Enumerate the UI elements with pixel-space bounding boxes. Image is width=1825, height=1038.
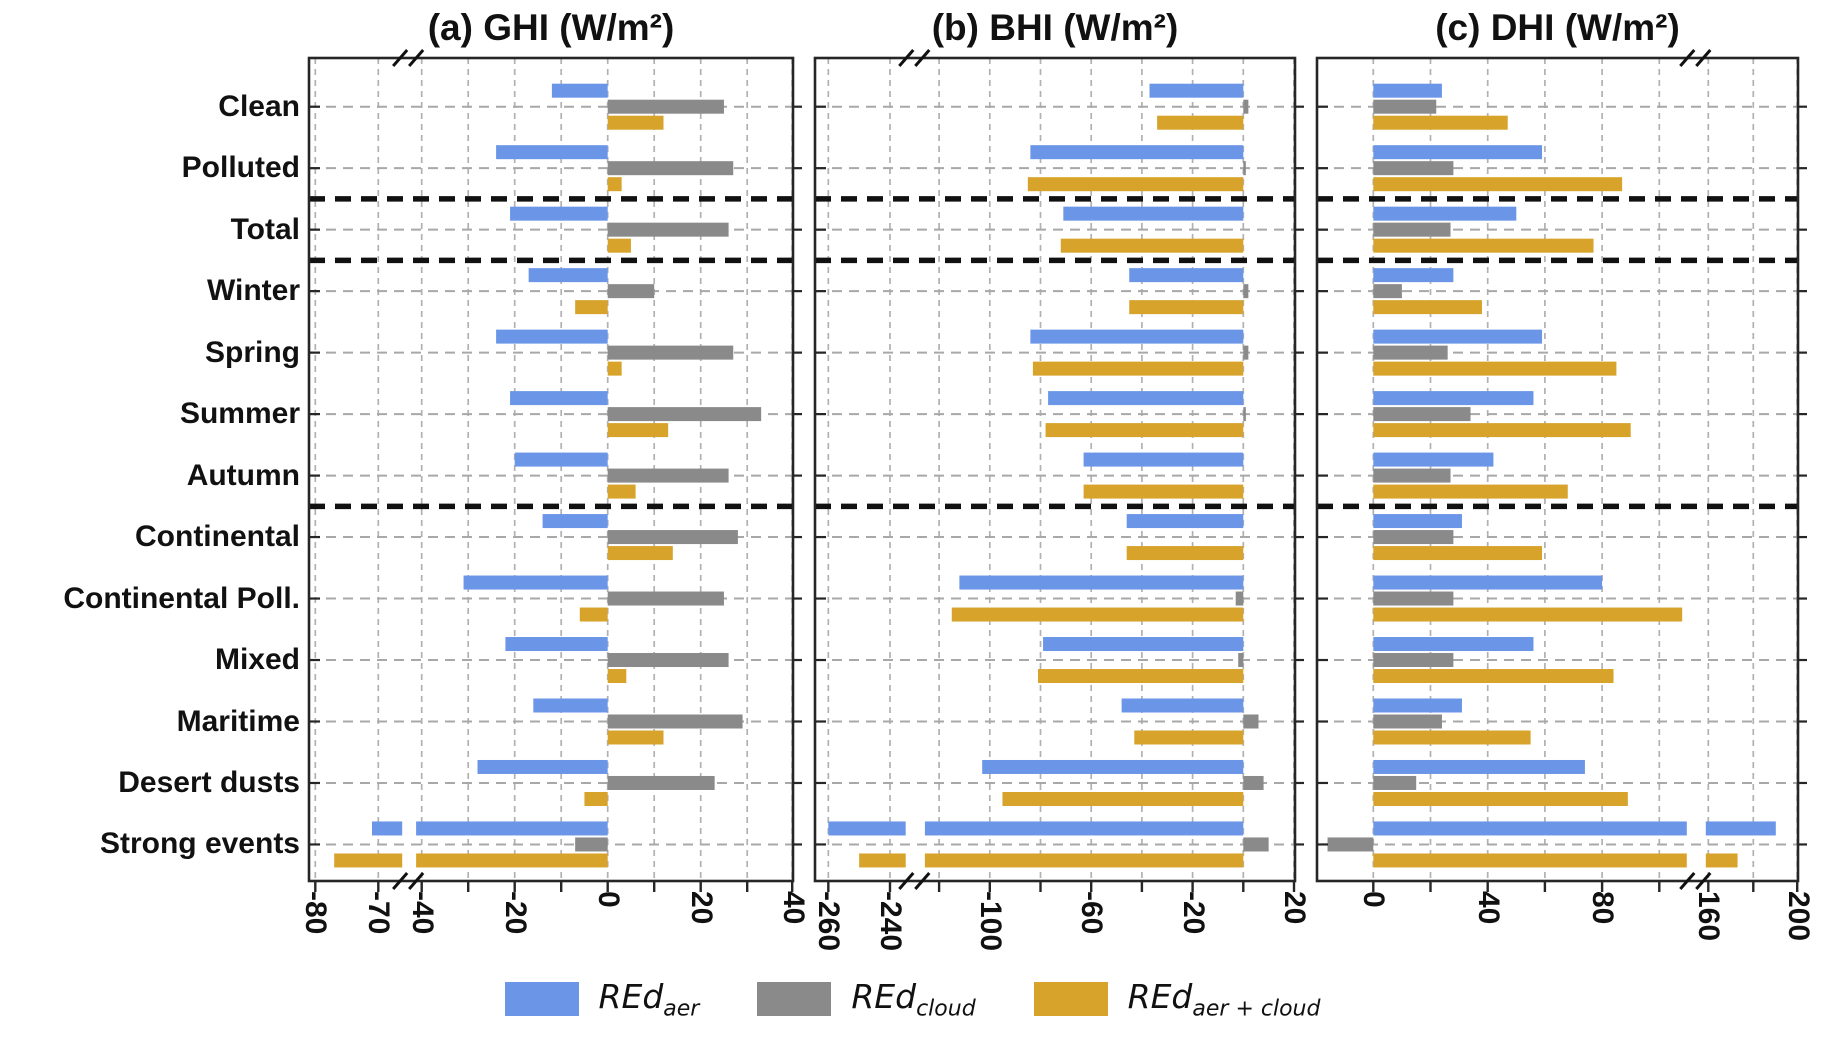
x-tick-label-a--80: -80	[299, 891, 333, 935]
x-tick-label-c-80: 80	[1586, 891, 1620, 925]
bars	[828, 83, 1269, 868]
panel-c-title: (c) DHI (W/m²)	[1435, 7, 1680, 48]
x-tick-label-b-20: 20	[1278, 891, 1311, 925]
series-REd-cloud-bars	[1235, 99, 1269, 852]
x-tick-label-c-160: 160	[1692, 891, 1726, 942]
axis-break-marks	[898, 872, 931, 890]
panel-b-plot	[813, 49, 1304, 892]
x-tick-label-b--240: -240	[873, 891, 907, 952]
category-label-mixed: Mixed	[214, 643, 300, 677]
category-label-continental-poll-: Continental Poll.	[63, 581, 300, 615]
x-tick-label-b--20: -20	[1176, 891, 1210, 935]
gridlines	[1317, 58, 1799, 881]
panel-c-plot	[1315, 49, 1807, 892]
x-tick-label-a--20: -20	[498, 891, 532, 935]
panel-a-title: (a) GHI (W/m²)	[427, 7, 675, 48]
legend-label-red_cloud: REdcloud	[851, 976, 976, 1022]
x-tick-label-c-0: 0	[1357, 891, 1391, 908]
x-tick-label-c-40: 40	[1471, 891, 1505, 925]
series-REd-aer-cloud-bars	[859, 115, 1244, 868]
series-REd-aer-bars	[828, 83, 1244, 836]
category-label-total: Total	[230, 212, 300, 246]
legend: REdaer REdcloud REdaer + cloud	[0, 968, 1825, 1030]
category-label-summer: Summer	[179, 397, 300, 431]
bars	[334, 83, 762, 868]
category-label-continental: Continental	[135, 520, 300, 554]
x-tick-label-a--70: -70	[362, 891, 396, 935]
category-label-maritime: Maritime	[176, 704, 300, 738]
x-tick-label-c-200: 200	[1782, 891, 1815, 942]
axis-break-marks	[392, 49, 425, 67]
bars	[1327, 83, 1776, 868]
category-label-autumn: Autumn	[186, 458, 300, 492]
legend-item-red_aer_cloud: REdaer + cloud	[1033, 976, 1321, 1022]
x-tick-label-a-20: 20	[684, 891, 718, 925]
x-tick-label-a-40: 40	[777, 891, 810, 925]
panel-b-title: (b) BHI (W/m²)	[931, 7, 1179, 48]
x-tick-label-b--60: -60	[1075, 891, 1109, 935]
series-REd-cloud-bars	[1327, 99, 1471, 852]
series-REd-aer-cloud-bars	[1373, 115, 1738, 868]
axes	[1315, 49, 1807, 892]
series-REd-aer-bars	[372, 83, 608, 836]
legend-label-red_aer: REdaer	[598, 976, 700, 1022]
category-label-desert-dusts: Desert dusts	[118, 765, 300, 799]
axes	[307, 49, 802, 892]
category-label-strong-events: Strong events	[99, 827, 300, 861]
category-label-clean: Clean	[218, 89, 300, 123]
x-tick-label-a-0: 0	[591, 891, 625, 908]
series-REd-cloud-bars	[575, 99, 762, 852]
legend-item-red_aer: REdaer	[504, 976, 700, 1022]
category-label-polluted: Polluted	[181, 151, 300, 185]
legend-swatch-red_aer	[504, 982, 579, 1016]
axes	[813, 49, 1304, 892]
legend-item-red_cloud: REdcloud	[757, 976, 976, 1022]
x-tick-label-a--40: -40	[405, 891, 439, 935]
category-label-winter: Winter	[206, 274, 300, 308]
series-REd-aer-cloud-bars	[334, 115, 673, 868]
axis-break-marks	[898, 49, 931, 67]
axis-break-marks	[1679, 49, 1712, 67]
legend-swatch-red_cloud	[757, 982, 832, 1016]
legend-swatch-red_aer_cloud	[1033, 982, 1108, 1016]
legend-label-red_aer_cloud: REdaer + cloud	[1127, 976, 1321, 1022]
axis-break-marks	[392, 872, 425, 890]
x-tick-label-b--100: -100	[973, 891, 1007, 952]
x-tick-label-b--260: -260	[812, 891, 846, 952]
axis-break-marks	[1679, 872, 1712, 890]
category-label-spring: Spring	[205, 335, 300, 369]
panel-a-plot	[307, 49, 802, 892]
series-REd-aer-bars	[1373, 83, 1776, 836]
